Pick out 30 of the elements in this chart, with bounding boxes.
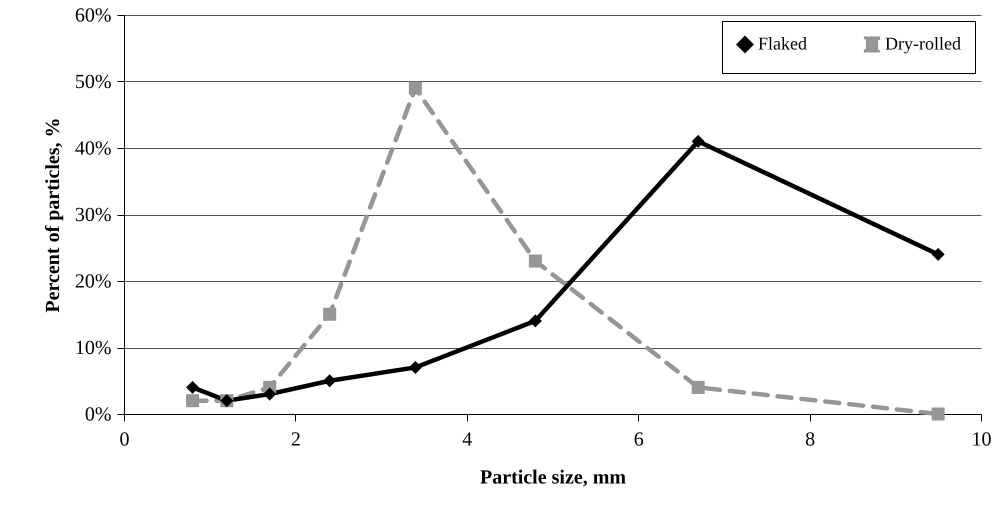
point <box>528 254 542 268</box>
point <box>932 407 945 421</box>
point <box>186 380 200 394</box>
x-tick-label: 4 <box>462 428 472 450</box>
point <box>692 134 705 148</box>
point <box>323 374 336 388</box>
x-tick-label: 10 <box>972 428 992 450</box>
point <box>932 248 945 261</box>
point <box>408 360 422 374</box>
y-tick-label: 30% <box>74 204 112 226</box>
x-tick-label: 2 <box>290 428 301 450</box>
legend-label: Flaked <box>758 33 807 54</box>
x-tick-label: 6 <box>634 428 644 450</box>
point <box>186 394 200 408</box>
point <box>528 314 542 328</box>
y-axis-title: Percent of particles, % <box>42 117 64 313</box>
point <box>408 82 422 95</box>
y-tick-label: 50% <box>74 71 112 93</box>
x-tick-label: 8 <box>805 428 816 450</box>
y-tick-label: 20% <box>74 270 112 292</box>
y-tick-label: 40% <box>74 138 112 160</box>
x-axis-title: Particle size, mm <box>480 466 626 488</box>
y-tick-label: 10% <box>74 337 112 359</box>
y-tick-label: 0% <box>84 404 112 426</box>
point <box>692 380 705 394</box>
y-tick-label: 60% <box>74 4 112 26</box>
point <box>323 308 336 321</box>
x-tick-label: 0 <box>120 428 130 450</box>
point <box>263 388 276 401</box>
legend-label: Dry-rolled <box>885 33 961 54</box>
